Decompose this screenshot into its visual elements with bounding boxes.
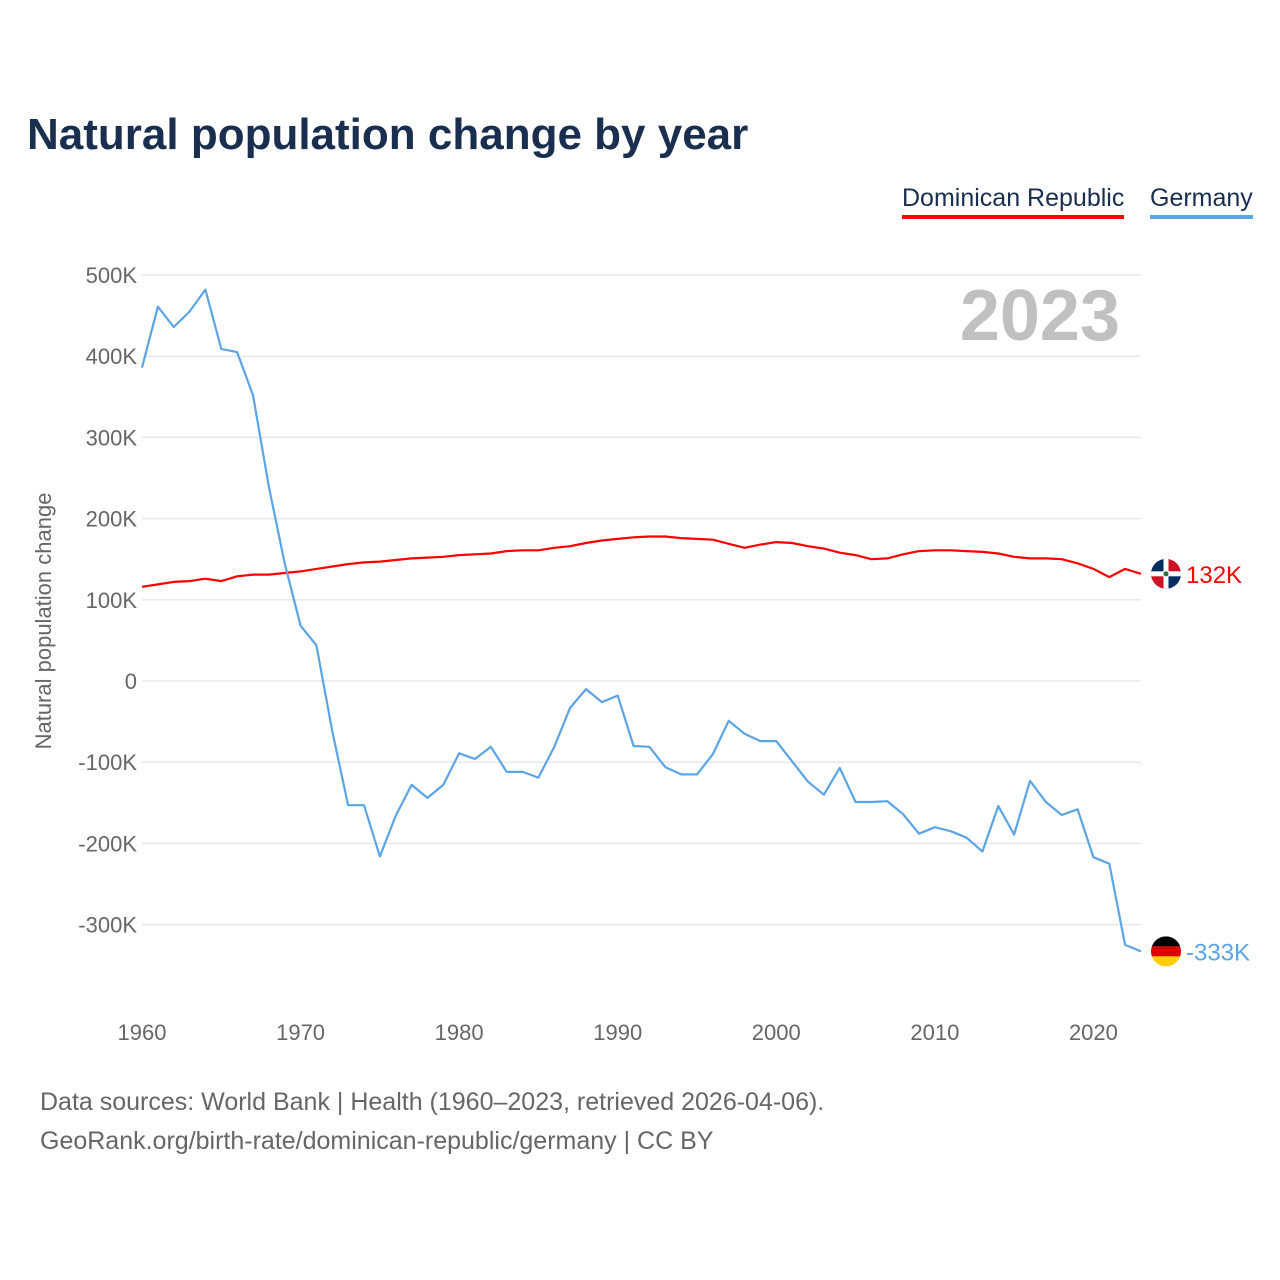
flag-stripe (1151, 936, 1181, 947)
end-markers: 132K -333K (1151, 558, 1250, 967)
y-tick-label: 400K (86, 344, 138, 369)
end-value-label: 132K (1186, 562, 1242, 589)
x-tick-label: 1960 (118, 1020, 167, 1045)
y-tick-label: -300K (78, 913, 137, 938)
legend-item-germany[interactable]: Germany (1150, 184, 1253, 219)
chart-title: Natural population change by year (27, 110, 749, 159)
y-tick-labels: 500K 400K 300K 200K 100K 0 -100K -200K -300K (78, 263, 137, 938)
flag-fill (1151, 936, 1181, 967)
y-axis-label: Natural population change (31, 493, 56, 750)
x-tick-label: 1970 (276, 1020, 325, 1045)
x-tick-label: 2020 (1069, 1020, 1118, 1045)
footer-sources: Data sources: World Bank | Health (1960–… (40, 1088, 825, 1116)
x-tick-label: 2000 (752, 1020, 801, 1045)
line-chart: 500K 400K 300K 200K 100K 0 -100K -200K -300K 196… (31, 263, 1250, 1045)
x-tick-label: 1980 (435, 1020, 484, 1045)
y-tick-label: 200K (86, 507, 138, 532)
legend-item-dominican-republic[interactable]: Dominican Republic (902, 184, 1125, 219)
flag-fill (1151, 558, 1181, 589)
footer-link[interactable]: GeoRank.org/birth-rate/dominican-republi… (40, 1127, 714, 1155)
flag-emblem (1163, 571, 1169, 577)
y-tick-label: 500K (86, 263, 138, 288)
y-tick-label: 100K (86, 588, 138, 613)
flag-icon-germany (1151, 936, 1181, 967)
flag-icon-dominican-republic (1151, 558, 1181, 589)
x-tick-labels: 1960 1970 1980 1990 2000 2010 2020 (118, 1020, 1118, 1045)
x-tick-label: 1990 (593, 1020, 642, 1045)
end-value-label: -333K (1186, 939, 1250, 966)
x-tick-label: 2010 (910, 1020, 959, 1045)
series-line-dominican-republic (141, 535, 1142, 588)
series-lines (140, 288, 1142, 953)
y-tick-label: 0 (125, 669, 137, 694)
series-line-germany (140, 288, 1142, 953)
flag-stripe (1151, 946, 1181, 957)
y-tick-label: -100K (78, 750, 137, 775)
current-year-label: 2023 (960, 276, 1120, 356)
flag-stripe (1151, 956, 1181, 967)
y-tick-label: 300K (86, 425, 138, 450)
y-tick-label: -200K (78, 831, 137, 856)
